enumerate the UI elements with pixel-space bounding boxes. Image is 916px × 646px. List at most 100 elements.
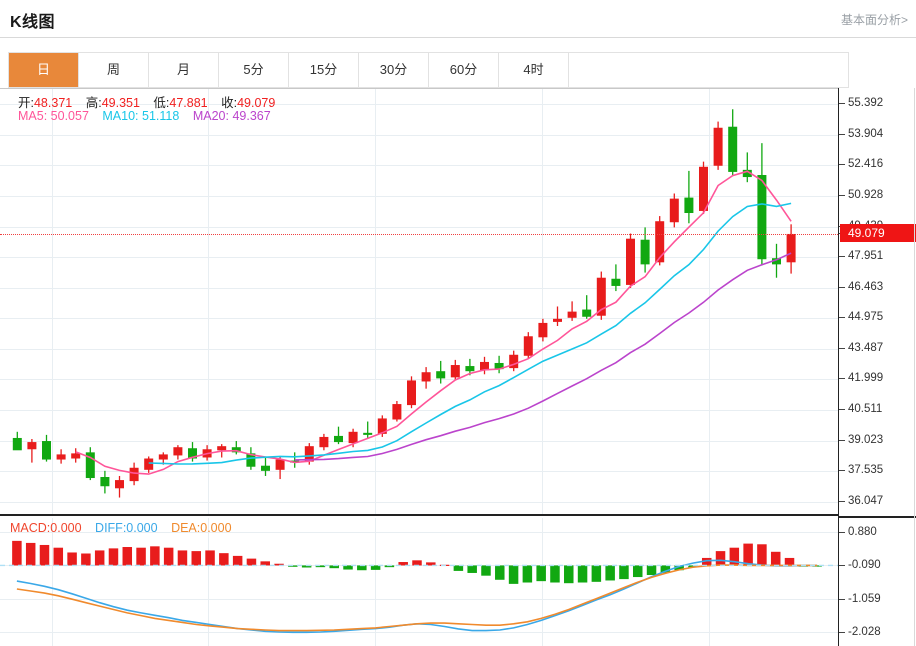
candle-body [757,174,767,260]
gridline [0,598,838,600]
axis-tick [839,317,845,319]
macd-histogram-bar [522,565,533,583]
axis-label: 39.023 [848,433,884,446]
macd-histogram-bar [701,557,712,566]
candle-body [480,361,489,371]
macd-histogram-bar [398,562,408,566]
macd-histogram-bar [150,546,160,566]
gridline [0,471,838,473]
macd-histogram-bar [412,560,422,566]
axis-tick [839,347,845,349]
page-title: K线图 [10,14,56,31]
tab-30min[interactable]: 30分 [359,53,429,87]
candle-body [319,436,329,448]
macd-histogram-bar [232,555,243,566]
candle-body [158,454,168,460]
macd-histogram-bar [357,565,367,571]
tab-5min[interactable]: 5分 [219,53,289,87]
ma10-line [148,202,792,465]
tab-4hour[interactable]: 4时 [499,53,569,87]
macd-histogram-bar [39,544,50,566]
axis-tick [839,164,845,166]
gridline [0,501,838,503]
candle-body [436,371,446,379]
macd-histogram-bar [25,542,36,566]
axis-label: 37.535 [848,464,884,477]
candle-body [42,441,51,460]
gridline [0,226,838,228]
candle-body [713,127,723,166]
macd-histogram-bar [508,565,519,584]
candle-body [786,233,796,263]
candle-body [100,477,110,487]
macd-histogram-bar [674,565,684,571]
gridline [0,410,838,411]
macd-histogram-bar [453,565,464,571]
candle-body [275,459,285,470]
candle-body [728,126,738,172]
gridline [0,348,838,350]
macd-axis-tick [839,565,845,567]
gridline-vertical [542,518,543,646]
macd-histogram-bar [467,565,477,573]
macd-histogram-bar [660,565,671,573]
candle-body [363,432,373,435]
axis-tick [839,133,845,135]
diff-line [16,559,818,634]
candle-body [392,404,402,420]
macd-histogram-bar [315,565,326,568]
candle-body [699,166,708,211]
macd-histogram-bar [81,553,91,566]
axis-divider [838,516,916,518]
candlestick-series [12,109,796,498]
gridline-vertical [375,89,376,514]
candle-body [334,435,343,443]
macd-histogram-bar [67,552,77,566]
macd-histogram-bar [136,547,146,566]
macd-histogram-bar [605,565,615,581]
macd-histogram-bar [536,565,546,582]
right-edge-border [914,88,915,646]
macd-histogram-bar [301,565,312,568]
macd-histogram-bar [260,561,270,566]
tab-week[interactable]: 周 [79,53,149,87]
macd-histogram-bar [246,558,257,566]
tab-15min[interactable]: 15分 [289,53,359,87]
axis-label: 40.511 [848,403,883,415]
candle-body [611,278,621,286]
axis-tick [839,103,845,105]
candle-body [772,258,781,265]
candle-body [640,239,650,265]
candle-body [231,447,241,453]
page-header: K线图 基本面分析> [0,0,916,38]
macd-histogram-bar [481,565,491,576]
macd-histogram-bar [632,565,643,578]
tab-day[interactable]: 日 [9,53,79,87]
tab-60min[interactable]: 60分 [429,53,499,87]
candlestick-pane[interactable]: 开:48.371 高:49.351 低:47.881 收:49.079 MA5:… [0,88,838,516]
candle-body [421,372,431,382]
fundamental-analysis-link[interactable]: 基本面分析> [840,13,908,27]
macd-histogram-bar [426,562,436,566]
candle-body [553,318,562,322]
gridline-vertical [375,518,376,646]
macd-histogram-bar [770,551,781,566]
macd-histogram-bar [550,565,560,583]
candle-body [71,453,81,459]
macd-axis-tick [839,598,845,600]
axis-label: 47.951 [848,250,884,263]
gridline-vertical [208,89,209,514]
macd-pane[interactable]: MACD:0.000 DIFF:0.000 DEA:0.000 [0,518,838,646]
gridline-vertical [52,518,53,646]
macd-histogram-bar [715,551,726,566]
macd-axis-label: -1.059 [848,592,881,605]
macd-histogram-bar [729,547,740,566]
candle-body [509,354,519,369]
macd-histogram-bar [53,547,64,566]
macd-histogram-bar [274,563,284,566]
macd-histogram-bar [191,551,202,566]
current-price-tag: 49.079 [840,223,916,242]
candle-body [407,380,416,406]
tab-month[interactable]: 月 [149,53,219,87]
candle-body [596,277,606,316]
